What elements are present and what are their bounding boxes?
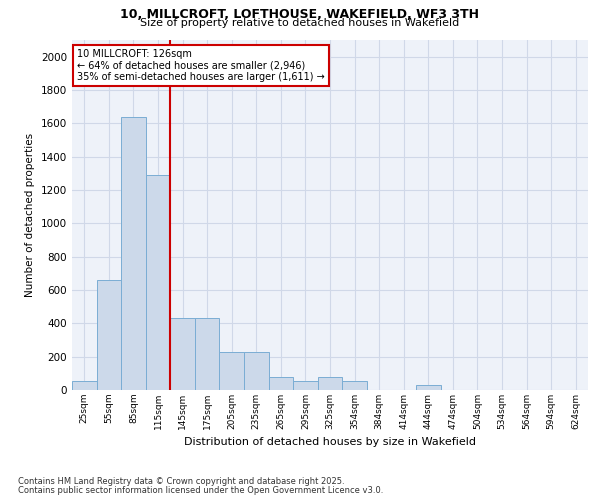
Bar xyxy=(293,381,318,390)
Bar xyxy=(195,318,220,390)
Text: 10 MILLCROFT: 126sqm
← 64% of detached houses are smaller (2,946)
35% of semi-de: 10 MILLCROFT: 126sqm ← 64% of detached h… xyxy=(77,49,325,82)
Text: 10, MILLCROFT, LOFTHOUSE, WAKEFIELD, WF3 3TH: 10, MILLCROFT, LOFTHOUSE, WAKEFIELD, WF3… xyxy=(121,8,479,20)
Bar xyxy=(269,376,293,390)
Bar xyxy=(170,318,195,390)
Bar xyxy=(97,280,121,390)
Text: Contains HM Land Registry data © Crown copyright and database right 2025.: Contains HM Land Registry data © Crown c… xyxy=(18,477,344,486)
Bar xyxy=(220,352,244,390)
Bar xyxy=(146,175,170,390)
Bar xyxy=(121,116,146,390)
Bar xyxy=(244,352,269,390)
Text: Size of property relative to detached houses in Wakefield: Size of property relative to detached ho… xyxy=(140,18,460,28)
Text: Contains public sector information licensed under the Open Government Licence v3: Contains public sector information licen… xyxy=(18,486,383,495)
Bar xyxy=(72,381,97,390)
Bar xyxy=(342,381,367,390)
Y-axis label: Number of detached properties: Number of detached properties xyxy=(25,133,35,297)
X-axis label: Distribution of detached houses by size in Wakefield: Distribution of detached houses by size … xyxy=(184,438,476,448)
Bar xyxy=(318,376,342,390)
Bar xyxy=(416,385,440,390)
